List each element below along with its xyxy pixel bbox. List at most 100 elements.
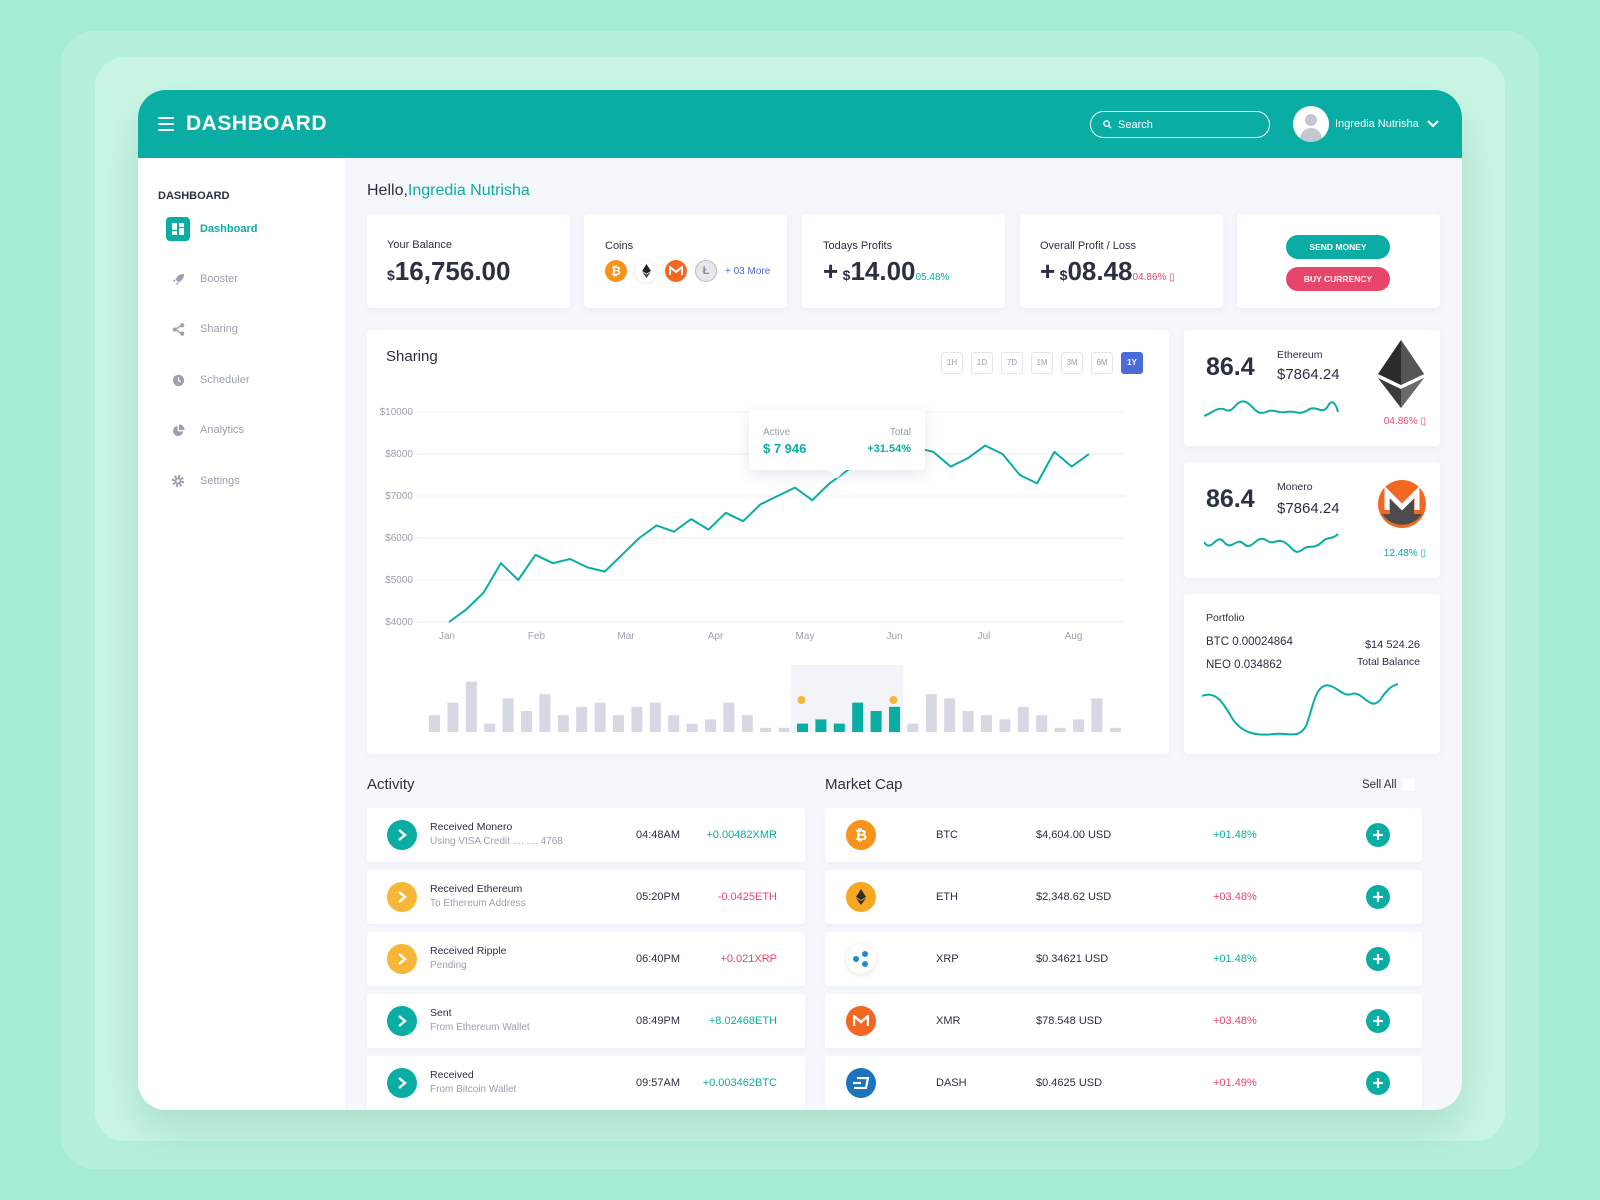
- volume-bar: [1091, 698, 1103, 732]
- volume-bar: [539, 694, 551, 732]
- y-tick-label: $4000: [385, 617, 413, 628]
- greeting-prefix: Hello,: [367, 182, 408, 199]
- volume-bar: [962, 711, 974, 732]
- send-money-button[interactable]: SEND MONEY: [1286, 235, 1390, 259]
- activity-row[interactable]: Received Monero Using VISA Credit .... ..…: [367, 808, 805, 862]
- x-tick-label: Jul: [978, 631, 991, 642]
- greeting-name: Ingredia Nutrisha: [407, 182, 530, 199]
- activity-row[interactable]: Received Ethereum To Ethereum Address 05:2…: [367, 870, 805, 924]
- add-button[interactable]: [1366, 823, 1390, 847]
- greeting: Hello,Ingredia Nutrisha: [367, 182, 530, 200]
- search-input[interactable]: [1118, 118, 1258, 131]
- activity-subtitle: To Ethereum Address: [430, 898, 526, 909]
- avatar[interactable]: [1293, 106, 1329, 142]
- sidebar-item-label: Scheduler: [200, 374, 250, 386]
- ethereum-icon: [846, 882, 876, 912]
- profits-card: Todays Profits + $14.00 05.48%: [802, 214, 1005, 308]
- sell-all-link[interactable]: Sell All: [1362, 779, 1415, 791]
- market-change: +03.48%: [1213, 891, 1257, 903]
- range-1d-button[interactable]: 1D: [971, 352, 993, 374]
- coin-list: ₿ Ł + 03 More: [605, 260, 770, 282]
- user-name: Ingredia Nutrisha: [1335, 118, 1419, 130]
- overall-card: Overall Profit / Loss + $08.48 04.86% ▯: [1020, 214, 1223, 308]
- sidebar-item-dashboard[interactable]: Dashboard: [166, 216, 257, 242]
- profits-label: Todays Profits: [823, 240, 893, 252]
- market-change: +01.49%: [1213, 1077, 1257, 1089]
- portfolio-card: Portfolio BTC 0.00024864 NEO 0.034862 $1…: [1184, 594, 1440, 754]
- market-row[interactable]: XMR $78.548 USD +03.48%: [825, 994, 1422, 1048]
- search-icon: [1103, 120, 1112, 129]
- litecoin-icon[interactable]: Ł: [695, 260, 717, 282]
- add-button[interactable]: [1366, 947, 1390, 971]
- add-button[interactable]: [1366, 1071, 1390, 1095]
- bitcoin-icon[interactable]: ₿: [605, 260, 627, 282]
- market-price: $78.548 USD: [1036, 1015, 1103, 1027]
- market-price: $0.4625 USD: [1036, 1077, 1103, 1089]
- sidebar-item-scheduler[interactable]: Scheduler: [166, 367, 250, 393]
- overall-label: Overall Profit / Loss: [1040, 240, 1136, 252]
- monero-icon: [846, 1006, 876, 1036]
- chevron-right-icon[interactable]: [387, 882, 417, 912]
- sidebar-heading: DASHBOARD: [158, 190, 230, 202]
- activity-time: 04:48AM: [636, 829, 681, 841]
- volume-bar: [447, 702, 459, 732]
- volume-bar: [723, 702, 735, 732]
- sharing-line: [448, 444, 1090, 623]
- range-1m-button[interactable]: 1M: [1031, 352, 1053, 374]
- market-row[interactable]: ETH $2,348.62 USD +03.48%: [825, 870, 1422, 924]
- market-row[interactable]: ₿ BTC $4,604.00 USD +01.48%: [825, 808, 1422, 862]
- search-box[interactable]: [1090, 111, 1270, 138]
- activity-time: 09:57AM: [636, 1077, 681, 1089]
- y-tick-label: $8000: [385, 449, 413, 460]
- sidebar-item-booster[interactable]: Booster: [166, 266, 238, 292]
- chevron-right-icon[interactable]: [387, 1068, 417, 1098]
- range-1h-button[interactable]: 1H: [941, 352, 963, 374]
- chevron-right-icon[interactable]: [387, 820, 417, 850]
- volume-highlight-band: [791, 665, 904, 733]
- market-row[interactable]: DASH $0.4625 USD +01.49%: [825, 1056, 1422, 1110]
- volume-bar: [889, 706, 900, 732]
- chevron-right-icon[interactable]: [387, 1006, 417, 1036]
- volume-bar: [465, 681, 477, 732]
- activity-subtitle: Using VISA Credit .... .... 4768: [430, 836, 563, 847]
- sidebar-item-analytics[interactable]: Analytics: [166, 417, 244, 443]
- volume-bar: [576, 706, 588, 732]
- volume-bar: [557, 715, 569, 732]
- sidebar-item-settings[interactable]: Settings: [166, 468, 240, 494]
- volume-bar: [1036, 715, 1048, 732]
- range-6m-button[interactable]: 6M: [1091, 352, 1113, 374]
- range-7d-button[interactable]: 7D: [1001, 352, 1023, 374]
- hamburger-menu-icon[interactable]: [158, 117, 174, 131]
- volume-bar: [833, 723, 845, 732]
- range-1y-button[interactable]: 1Y: [1121, 352, 1143, 374]
- activity-row[interactable]: Sent From Ethereum Wallet 08:49PM +8.02468E…: [367, 994, 805, 1048]
- activity-row[interactable]: Received From Bitcoin Wallet 09:57AM +0.003…: [367, 1056, 805, 1110]
- buy-currency-button[interactable]: BUY CURRENCY: [1286, 267, 1390, 291]
- sidebar-item-label: Dashboard: [200, 223, 258, 235]
- chevron-down-icon[interactable]: [1427, 120, 1439, 128]
- chevron-right-icon[interactable]: [387, 944, 417, 974]
- add-button[interactable]: [1366, 885, 1390, 909]
- sell-all-checkbox[interactable]: [1402, 779, 1415, 791]
- market-row[interactable]: XRP $0.34621 USD +01.48%: [825, 932, 1422, 986]
- monero-icon[interactable]: [665, 260, 687, 282]
- volume-bar: [999, 719, 1011, 732]
- activity-amount: -0.0425ETH: [717, 891, 777, 903]
- range-selector: 1H 1D 7D 1M 3M 6M 1Y: [933, 352, 1143, 374]
- volume-bar: [686, 723, 698, 732]
- user-menu[interactable]: Ingredia Nutrisha: [1293, 106, 1439, 142]
- volume-bar: [1017, 706, 1029, 732]
- ticker-name: Ethereum: [1277, 349, 1323, 361]
- activity-amount: +0.00482XMR: [706, 829, 777, 841]
- pie-chart-icon: [166, 418, 190, 442]
- activity-amount: +0.003462BTC: [702, 1077, 777, 1089]
- sidebar-item-sharing[interactable]: Sharing: [166, 316, 238, 342]
- range-3m-button[interactable]: 3M: [1061, 352, 1083, 374]
- volume-bar: [778, 727, 790, 732]
- more-coins-link[interactable]: + 03 More: [725, 265, 771, 277]
- ticker-change: 12.48% ▯: [1383, 548, 1426, 559]
- activity-row[interactable]: Received Ripple Pending 06:40PM +0.021XRP: [367, 932, 805, 986]
- add-button[interactable]: [1366, 1009, 1390, 1033]
- market-symbol: ETH: [936, 891, 958, 903]
- ethereum-icon[interactable]: [635, 260, 657, 282]
